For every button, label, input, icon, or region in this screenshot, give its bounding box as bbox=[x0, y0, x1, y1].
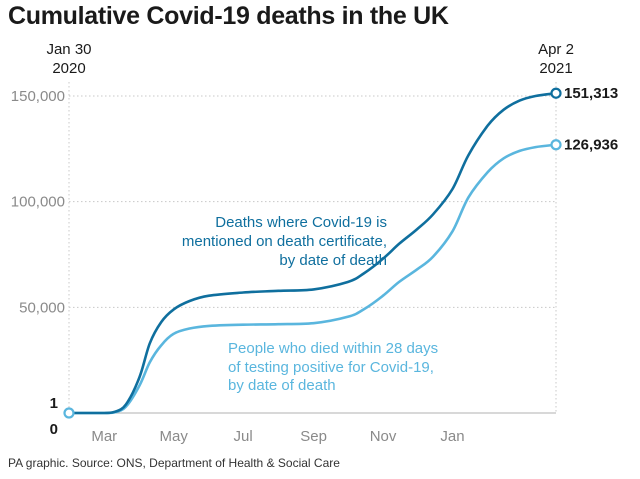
series-label-certificate-line3: by date of death bbox=[279, 252, 387, 269]
series-label-certificate-line2: mentioned on death certificate, bbox=[182, 233, 387, 250]
x-start-date-line2: 2020 bbox=[52, 60, 85, 77]
x-tick-label: May bbox=[160, 428, 189, 445]
series-label-28days-line2: of testing positive for Covid-19, bbox=[228, 359, 434, 376]
page-title: Cumulative Covid-19 deaths in the UK bbox=[8, 2, 449, 30]
x-tick-label: Mar bbox=[91, 428, 117, 445]
series-line-certificate bbox=[67, 91, 558, 415]
x-tick-label: Nov bbox=[370, 428, 397, 445]
series-label-28days-line3: by date of death bbox=[228, 377, 336, 394]
x-end-date-line1: Apr 2 bbox=[538, 41, 574, 58]
start-value-label: 1 bbox=[50, 395, 58, 412]
x-end-date-line2: 2021 bbox=[539, 60, 572, 77]
end-value-label-28days: 126,936 bbox=[564, 137, 618, 154]
x-tick-label: Jul bbox=[233, 428, 252, 445]
end-value-label-certificate: 151,313 bbox=[564, 85, 618, 102]
x-start-date-line1: Jan 30 bbox=[46, 41, 91, 58]
series-label-28days-line1: People who died within 28 days bbox=[228, 340, 438, 357]
source-note: PA graphic. Source: ONS, Department of H… bbox=[8, 456, 340, 470]
y-tick-label: 150,000 bbox=[11, 88, 65, 105]
x-tick-label: Jan bbox=[440, 428, 464, 445]
x-tick-label: Sep bbox=[300, 428, 327, 445]
series-label-certificate-line1: Deaths where Covid-19 is bbox=[215, 214, 387, 231]
y-tick-label: 50,000 bbox=[19, 299, 65, 316]
series-end-marker-certificate bbox=[550, 87, 562, 99]
series-start-marker bbox=[63, 407, 75, 419]
y-zero-label: 0 bbox=[50, 421, 58, 438]
y-tick-label: 100,000 bbox=[11, 194, 65, 211]
series-end-marker-28days bbox=[550, 139, 562, 151]
series-line-28days bbox=[67, 143, 558, 415]
